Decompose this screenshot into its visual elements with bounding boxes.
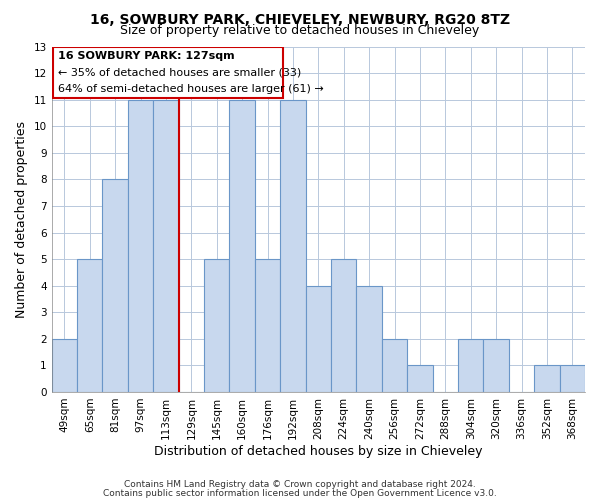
Bar [331,259,356,392]
Bar [382,339,407,392]
Bar [458,339,484,392]
Bar [356,286,382,392]
Bar [484,339,509,392]
Text: 16, SOWBURY PARK, CHIEVELEY, NEWBURY, RG20 8TZ: 16, SOWBURY PARK, CHIEVELEY, NEWBURY, RG… [90,12,510,26]
Text: ← 35% of detached houses are smaller (33): ← 35% of detached houses are smaller (33… [58,68,301,78]
Y-axis label: Number of detached properties: Number of detached properties [15,120,28,318]
FancyBboxPatch shape [53,46,283,98]
Bar [128,100,153,392]
Bar [407,366,433,392]
Bar [255,259,280,392]
Bar [534,366,560,392]
Bar [103,180,128,392]
Text: Contains public sector information licensed under the Open Government Licence v3: Contains public sector information licen… [103,490,497,498]
X-axis label: Distribution of detached houses by size in Chieveley: Distribution of detached houses by size … [154,444,482,458]
Text: 64% of semi-detached houses are larger (61) →: 64% of semi-detached houses are larger (… [58,84,324,94]
Bar [229,100,255,392]
Text: Size of property relative to detached houses in Chieveley: Size of property relative to detached ho… [121,24,479,37]
Bar [77,259,103,392]
Text: Contains HM Land Registry data © Crown copyright and database right 2024.: Contains HM Land Registry data © Crown c… [124,480,476,489]
Bar [280,100,305,392]
Bar [52,339,77,392]
Bar [305,286,331,392]
Bar [204,259,229,392]
Text: 16 SOWBURY PARK: 127sqm: 16 SOWBURY PARK: 127sqm [58,52,235,62]
Bar [153,100,179,392]
Bar [560,366,585,392]
